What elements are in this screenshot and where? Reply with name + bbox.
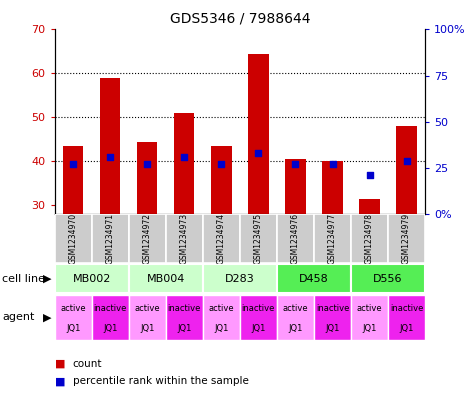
Bar <box>63 146 83 214</box>
Bar <box>277 214 314 263</box>
Text: active: active <box>209 304 234 313</box>
Point <box>180 154 188 160</box>
Bar <box>211 146 231 214</box>
Text: GSM1234971: GSM1234971 <box>106 213 114 264</box>
Text: percentile rank within the sample: percentile rank within the sample <box>73 376 248 386</box>
Point <box>403 158 410 165</box>
Text: GSM1234973: GSM1234973 <box>180 213 189 264</box>
Text: GSM1234975: GSM1234975 <box>254 213 263 264</box>
Text: D556: D556 <box>373 274 403 284</box>
Bar <box>203 214 240 263</box>
Bar <box>129 264 203 293</box>
Text: D458: D458 <box>299 274 329 284</box>
Text: JQ1: JQ1 <box>177 324 191 333</box>
Text: GSM1234974: GSM1234974 <box>217 213 226 264</box>
Bar <box>166 295 203 340</box>
Point <box>106 154 114 160</box>
Point <box>218 160 225 167</box>
Bar <box>388 295 425 340</box>
Bar <box>351 295 388 340</box>
Bar <box>166 214 203 263</box>
Text: ▶: ▶ <box>43 312 52 322</box>
Point <box>255 149 262 156</box>
Text: JQ1: JQ1 <box>66 324 80 333</box>
Bar <box>277 264 351 293</box>
Text: active: active <box>283 304 308 313</box>
Text: MB002: MB002 <box>73 274 111 284</box>
Bar <box>92 295 129 340</box>
Bar <box>203 264 277 293</box>
Text: ■: ■ <box>55 358 65 369</box>
Text: MB004: MB004 <box>147 274 185 284</box>
Point <box>69 160 77 167</box>
Bar <box>203 295 240 340</box>
Bar <box>240 295 277 340</box>
Text: GDS5346 / 7988644: GDS5346 / 7988644 <box>170 12 310 26</box>
Text: active: active <box>60 304 86 313</box>
Text: GSM1234978: GSM1234978 <box>365 213 374 264</box>
Point <box>366 171 373 178</box>
Text: JQ1: JQ1 <box>214 324 228 333</box>
Text: agent: agent <box>2 312 35 322</box>
Bar <box>248 54 268 214</box>
Text: inactive: inactive <box>168 304 201 313</box>
Point <box>329 160 336 167</box>
Text: inactive: inactive <box>390 304 423 313</box>
Bar <box>314 214 351 263</box>
Point <box>292 160 299 167</box>
Text: inactive: inactive <box>242 304 275 313</box>
Text: GSM1234976: GSM1234976 <box>291 213 300 264</box>
Bar <box>100 78 120 214</box>
Bar <box>129 214 166 263</box>
Bar <box>137 141 157 214</box>
Text: active: active <box>357 304 382 313</box>
Text: inactive: inactive <box>316 304 349 313</box>
Text: cell line: cell line <box>2 274 46 284</box>
Bar <box>240 214 277 263</box>
Text: JQ1: JQ1 <box>251 324 266 333</box>
Text: JQ1: JQ1 <box>325 324 340 333</box>
Text: JQ1: JQ1 <box>362 324 377 333</box>
Bar <box>55 264 129 293</box>
Text: GSM1234970: GSM1234970 <box>69 213 77 264</box>
Bar <box>397 126 417 214</box>
Text: active: active <box>134 304 160 313</box>
Bar <box>360 199 380 214</box>
Text: JQ1: JQ1 <box>140 324 154 333</box>
Text: GSM1234972: GSM1234972 <box>143 213 152 264</box>
Text: D283: D283 <box>225 274 255 284</box>
Bar <box>92 214 129 263</box>
Text: JQ1: JQ1 <box>288 324 303 333</box>
Bar <box>314 295 351 340</box>
Bar <box>351 264 425 293</box>
Text: ▶: ▶ <box>43 274 52 284</box>
Text: ■: ■ <box>55 376 65 386</box>
Bar <box>174 113 194 214</box>
Bar <box>55 214 92 263</box>
Point <box>143 160 151 167</box>
Text: JQ1: JQ1 <box>103 324 117 333</box>
Text: count: count <box>73 358 102 369</box>
Text: GSM1234977: GSM1234977 <box>328 213 337 264</box>
Bar <box>351 214 388 263</box>
Bar <box>323 162 342 214</box>
Text: GSM1234979: GSM1234979 <box>402 213 411 264</box>
Bar <box>277 295 314 340</box>
Bar <box>129 295 166 340</box>
Text: JQ1: JQ1 <box>399 324 414 333</box>
Bar <box>388 214 425 263</box>
Bar <box>285 159 305 214</box>
Bar <box>55 295 92 340</box>
Text: inactive: inactive <box>94 304 127 313</box>
